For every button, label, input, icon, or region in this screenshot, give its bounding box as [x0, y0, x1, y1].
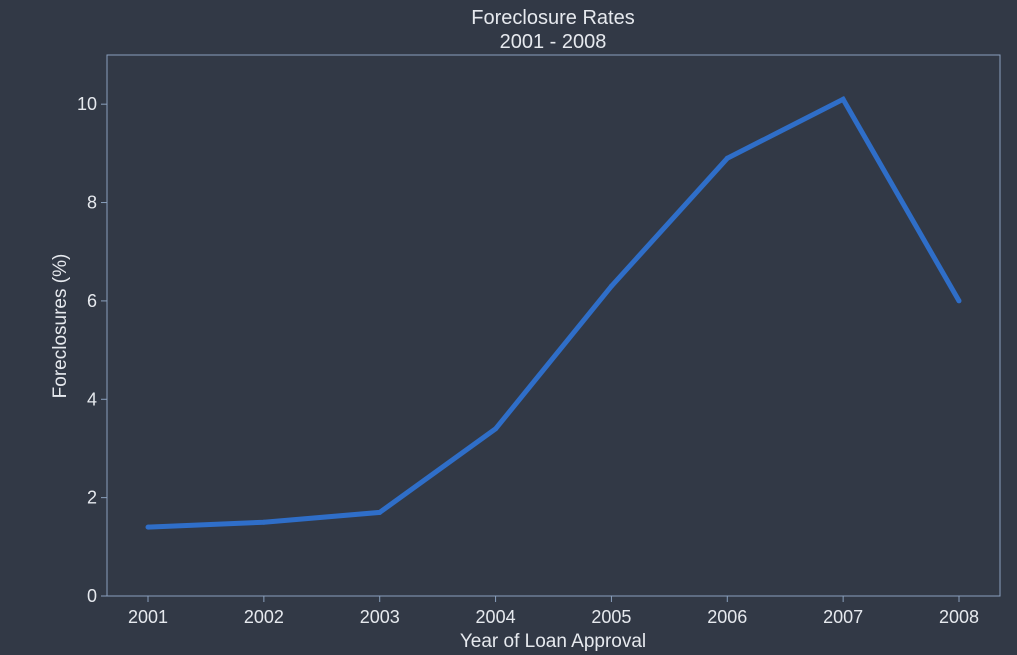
- series-line: [147, 95, 962, 530]
- data-point: [608, 283, 614, 289]
- y-tick-label: 4: [87, 389, 97, 409]
- y-tick-label: 0: [87, 586, 97, 606]
- x-axis-label: Year of Loan Approval: [460, 631, 646, 652]
- x-tick-label: 2008: [939, 607, 979, 627]
- y-tick-label: 2: [87, 488, 97, 508]
- plot-area-frame: [106, 54, 1001, 597]
- chart-subtitle: 2001 - 2008: [500, 31, 607, 53]
- x-tick-label: 2007: [823, 607, 863, 627]
- data-point: [145, 524, 151, 530]
- y-tick-label: 6: [87, 291, 97, 311]
- x-tick-label: 2004: [476, 607, 516, 627]
- x-axis: 2001 2002 2003 2004 2005 2006 2007 2008: [128, 596, 979, 627]
- y-tick-label: 10: [77, 94, 97, 114]
- y-axis-label: Foreclosures (%): [50, 254, 71, 399]
- x-tick-label: 2003: [360, 607, 400, 627]
- data-point: [724, 155, 730, 161]
- x-tick-label: 2005: [591, 607, 631, 627]
- x-tick-label: 2002: [244, 607, 284, 627]
- chart-title: Foreclosure Rates: [471, 7, 634, 29]
- y-axis: 0 2 4 6 8 10: [77, 94, 107, 606]
- x-tick-label: 2006: [707, 607, 747, 627]
- data-point: [493, 426, 499, 432]
- x-tick-label: 2001: [128, 607, 168, 627]
- y-tick-label: 8: [87, 193, 97, 213]
- data-point: [840, 96, 846, 102]
- data-point: [956, 298, 962, 304]
- data-point: [261, 519, 267, 525]
- data-point: [377, 509, 383, 515]
- series-layer: [145, 95, 962, 530]
